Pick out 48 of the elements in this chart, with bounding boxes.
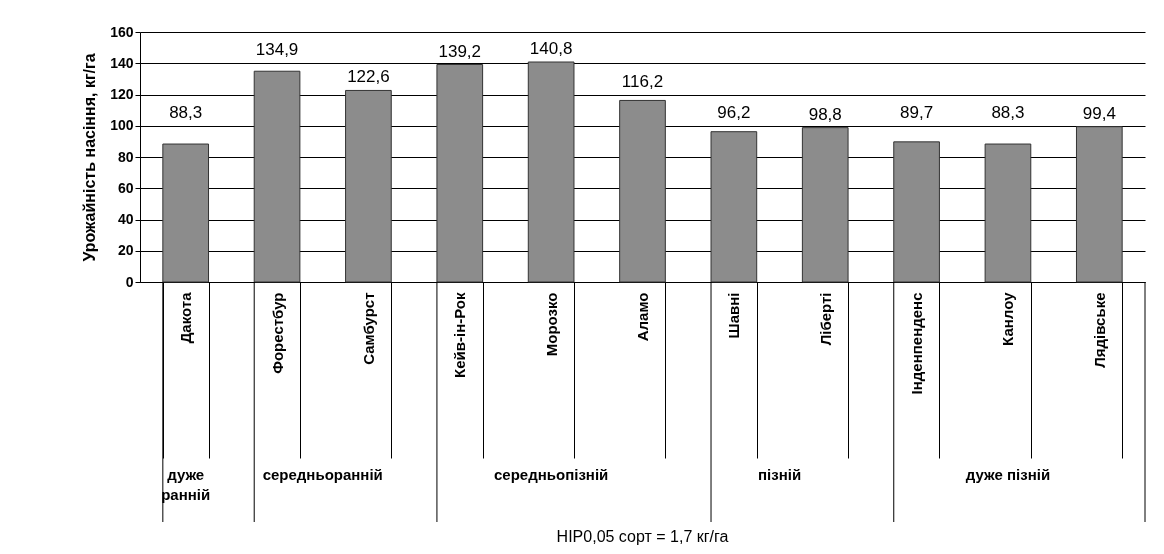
- x-tick-label: Шавні: [725, 292, 743, 339]
- x-tick-label: Інденпенденс: [908, 292, 926, 395]
- y-tick-label: 0: [125, 273, 134, 290]
- bar: [1075, 126, 1123, 283]
- bar: [893, 141, 940, 283]
- data-label: 134,9: [255, 40, 299, 60]
- data-label: 139,2: [438, 41, 482, 61]
- y-tick-label: 100: [110, 117, 134, 134]
- text: НІР0,05 сорт = 1,7 кг/га: [556, 528, 729, 545]
- x-tick-label: Ліберті: [816, 292, 834, 346]
- x-tick-label: Кейв-ін-Рок: [451, 292, 469, 378]
- data-label: 98,8: [808, 104, 842, 124]
- text: середньопізній: [493, 466, 609, 483]
- x-tick-label: Дакота: [177, 291, 195, 344]
- bar: [710, 131, 758, 283]
- y-tick-label: 60: [117, 179, 134, 196]
- bar: [619, 99, 666, 283]
- text: дуже пізній: [965, 466, 1051, 483]
- y-axis-title: Урожайність насіння, кг/га: [81, 53, 99, 262]
- bar: [801, 127, 849, 283]
- bar: [345, 89, 392, 283]
- y-tick-label: 80: [117, 148, 134, 165]
- x-tick-label: Форестбур: [268, 292, 286, 374]
- x-tick-label: Самбурст: [359, 292, 377, 365]
- y-tick-label: 160: [110, 23, 134, 40]
- y-tick-label: 120: [110, 86, 134, 102]
- y-tick-label: 20: [117, 242, 134, 259]
- data-label: 88,3: [169, 102, 203, 122]
- x-tick-label: Канлоу: [999, 291, 1017, 346]
- bar: [527, 61, 575, 283]
- data-label: 122,6: [347, 67, 390, 87]
- data-label: 96,2: [717, 102, 751, 122]
- bar: [162, 143, 210, 283]
- x-tick-label: Лядівське: [1090, 292, 1108, 368]
- data-label: 89,7: [900, 102, 934, 122]
- data-label: 88,3: [991, 102, 1025, 122]
- data-label: 140,8: [529, 39, 573, 58]
- bar: [436, 64, 484, 283]
- x-tick-label: Морозко: [542, 292, 560, 357]
- y-tick-label: 140: [110, 54, 134, 71]
- bar: [253, 70, 301, 283]
- text: пізній: [757, 466, 802, 483]
- text: середньоранній: [262, 466, 383, 483]
- x-tick-label: Аламо: [634, 292, 651, 342]
- data-label: 116,2: [621, 71, 664, 91]
- y-tick-label: 40: [117, 211, 134, 227]
- bar: [984, 143, 1032, 283]
- data-label: 99,4: [1082, 103, 1116, 123]
